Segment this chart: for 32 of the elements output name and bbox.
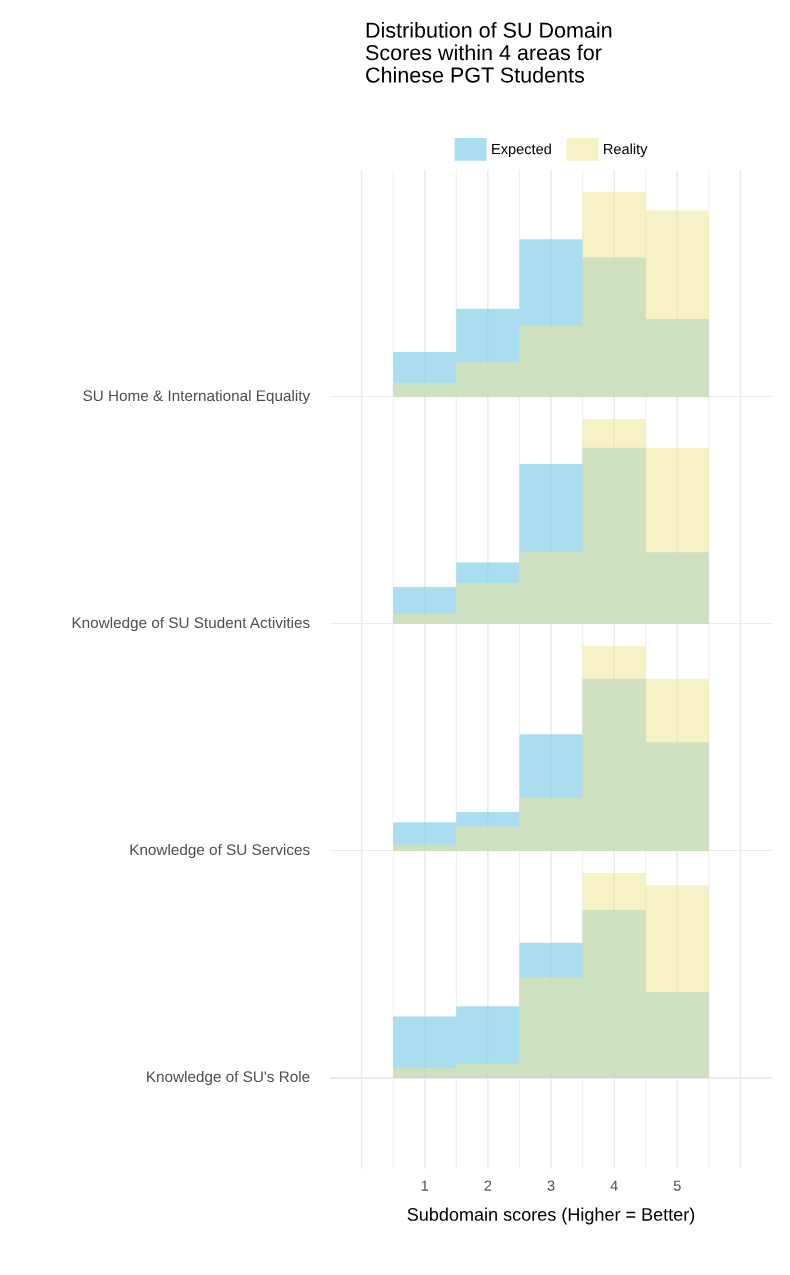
bar [645, 678, 709, 851]
bar [456, 826, 520, 851]
bar [582, 873, 646, 1078]
x-tick-label: 5 [673, 1180, 681, 1191]
bar [645, 210, 709, 397]
legend-label: Expected [492, 143, 551, 158]
bar [519, 325, 583, 397]
y-axis-title: Knowledge of SU's Role [147, 1070, 310, 1086]
chart-title: Distribution of SU Domain Scores within 4 areas for Chinese PGT Students [365, 22, 612, 83]
x-tick-label: 3 [547, 1180, 555, 1191]
bar [645, 885, 709, 1078]
bar [519, 797, 583, 851]
bar [456, 362, 520, 397]
x-tick-label: 4 [610, 1180, 618, 1191]
x-tick-label: 2 [484, 1180, 492, 1191]
x-tick-label: 1 [421, 1180, 429, 1191]
bar [393, 1067, 457, 1078]
x-axis-title: Subdomain scores (Higher = Better) [407, 1207, 695, 1225]
y-axis-title: SU Home & International Equality [83, 389, 311, 405]
bar [393, 613, 457, 624]
bar [519, 977, 583, 1078]
y-axis-title: Knowledge of SU Services [130, 843, 310, 859]
bar [456, 1063, 520, 1078]
y-axis-title: Knowledge of SU Student Activities [72, 616, 310, 632]
bar [582, 646, 646, 851]
bar [393, 844, 457, 851]
bar [645, 447, 709, 624]
bar [582, 192, 646, 397]
bar [456, 583, 520, 624]
bar [519, 552, 583, 624]
bar [393, 382, 457, 397]
legend-label: Reality [604, 143, 648, 158]
